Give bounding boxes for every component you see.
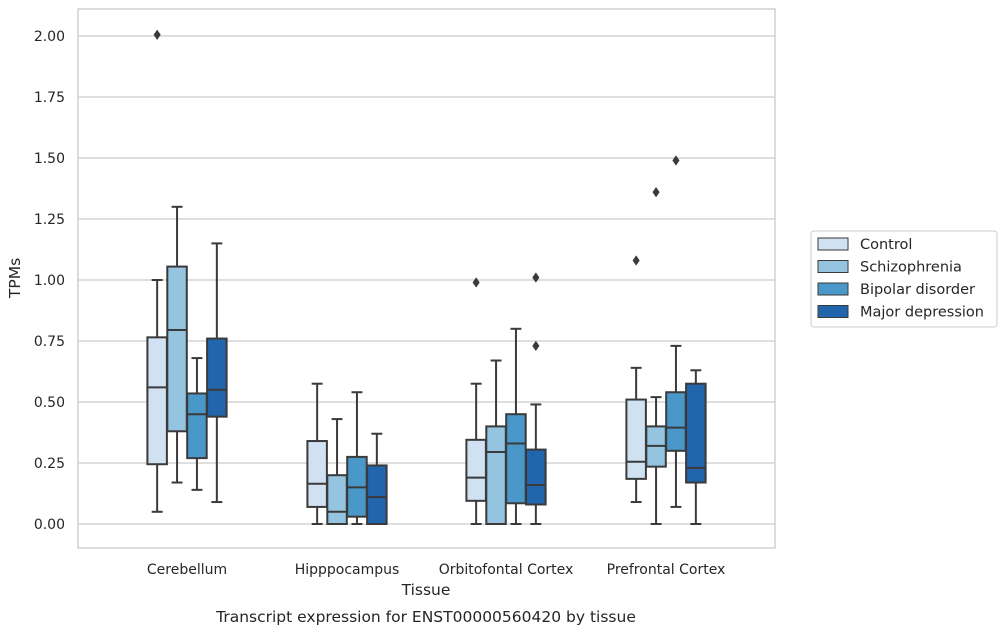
x-axis-label: Tissue	[401, 581, 451, 599]
box-group	[186, 357, 208, 491]
box-iqr	[485, 425, 507, 525]
legend-swatch	[817, 282, 849, 296]
box-group	[346, 391, 368, 525]
box-group	[665, 155, 687, 508]
box-group	[645, 186, 667, 525]
plot-frame	[77, 8, 776, 549]
x-tick-label: Orbitofontal Cortex	[439, 562, 574, 578]
y-axis-label: TPMs	[6, 258, 24, 299]
y-tick-label: 0.25	[34, 456, 65, 472]
outlier-point	[153, 29, 161, 41]
legend-swatch	[817, 237, 849, 251]
y-tick-label: 1.75	[34, 90, 65, 106]
box-group	[366, 432, 388, 526]
box-group	[525, 272, 547, 525]
box-iqr	[625, 398, 647, 480]
x-tick-label: Hipppocampus	[295, 562, 400, 578]
box-group	[146, 29, 168, 513]
y-tick-label: 2.00	[34, 29, 65, 45]
y-tick-label: 1.00	[34, 273, 65, 289]
box-group	[625, 255, 647, 504]
legend-frame	[810, 230, 998, 328]
y-tick-label: 0.50	[34, 395, 65, 411]
box-iqr	[206, 337, 228, 418]
x-axis-ticks: Cerebellum Hipppocampus Orbitofontal Corte…	[147, 562, 725, 578]
y-axis-ticks: 0.00 0.25 0.50 0.75 1.00 1.25 1.50 1.75 2.00	[34, 29, 65, 533]
legend-swatch	[817, 305, 849, 318]
box-iqr	[326, 474, 348, 526]
outlier-point	[632, 255, 640, 266]
box-group	[465, 277, 487, 525]
outlier-point	[532, 340, 540, 352]
legend-label: Major depression	[860, 305, 984, 321]
box-iqr	[306, 440, 328, 508]
box-iqr	[146, 336, 168, 466]
box-iqr	[366, 464, 388, 526]
box-iqr	[465, 438, 487, 502]
box-iqr	[525, 448, 547, 506]
x-tick-label: Cerebellum	[147, 562, 227, 578]
box-group	[326, 418, 348, 526]
legend: Control Schizophrenia Bipolar disorder Majo…	[810, 230, 998, 328]
box-iqr	[166, 265, 188, 433]
outlier-point	[652, 186, 660, 198]
y-tick-label: 0.00	[34, 517, 65, 533]
box-group	[485, 359, 507, 525]
outlier-point	[472, 277, 480, 288]
y-tick-label: 1.50	[34, 151, 65, 167]
box-iqr	[665, 391, 687, 452]
legend-label: Control	[860, 237, 912, 253]
y-tick-label: 0.75	[34, 334, 65, 350]
box-group	[505, 327, 527, 525]
x-tick-label: Prefrontal Cortex	[607, 562, 726, 578]
box-group	[206, 242, 228, 504]
chart-caption: Transcript expression for ENST0000056042…	[215, 608, 636, 626]
box-iqr	[186, 392, 208, 460]
boxes	[146, 29, 707, 526]
box-iqr	[505, 413, 527, 505]
legend-label: Bipolar disorder	[860, 282, 975, 298]
outlier-point	[672, 155, 680, 166]
legend-label: Schizophrenia	[860, 260, 962, 276]
box-group	[166, 205, 188, 484]
box-iqr	[685, 382, 707, 484]
legend-swatch	[817, 260, 849, 273]
outlier-point	[532, 272, 540, 283]
box-group	[306, 382, 328, 525]
y-tick-label: 1.25	[34, 212, 65, 228]
box-group	[685, 369, 707, 525]
